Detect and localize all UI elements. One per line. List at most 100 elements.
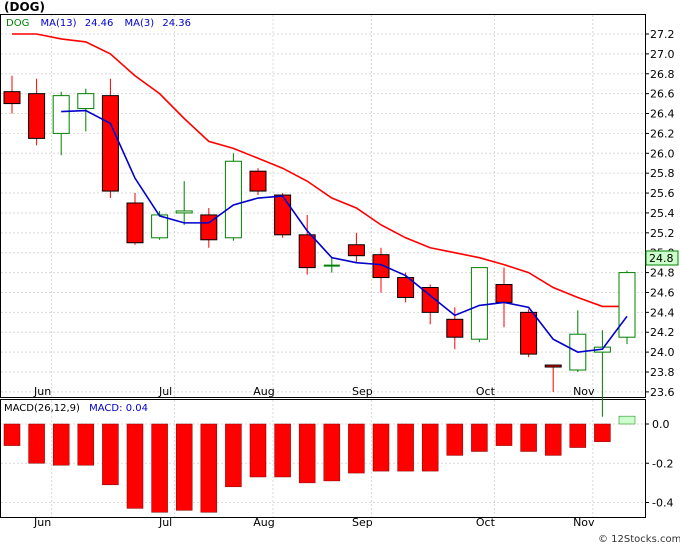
macd-month-label: Sep [352, 516, 373, 529]
macd-tick-label: -0.2 [652, 457, 673, 470]
price-tick-label: 24.6 [650, 286, 675, 299]
candle-body [274, 194, 292, 236]
candle-body [618, 272, 636, 338]
macd-month-label: Oct [476, 516, 496, 529]
macd-bar [274, 423, 291, 478]
candle-body [151, 214, 169, 239]
price-month-label: Oct [476, 385, 496, 398]
macd-bar [520, 423, 537, 452]
price-tick-label: 24.0 [650, 346, 675, 359]
macd-bar [298, 423, 316, 484]
price-tick-label: 24.8 [650, 267, 675, 280]
candle-body [3, 91, 21, 105]
candle-body [77, 93, 95, 110]
candle-body [224, 160, 242, 239]
macd-tick-label: -0.4 [652, 497, 673, 510]
legend-ticker: DOG [6, 18, 29, 29]
macd-bar [569, 423, 587, 448]
watermark: © 12Stocks.com [598, 534, 680, 545]
macd-bar [323, 423, 341, 482]
macd-bar [3, 423, 21, 446]
macd-bar [151, 423, 168, 513]
last-price-tag-box [645, 250, 679, 266]
candle-body [421, 287, 439, 313]
macd-bar [126, 423, 144, 509]
price-tick-label: 26.0 [650, 147, 675, 160]
legend-ma3-label: MA(3) [125, 18, 155, 29]
legend-ma13-label: MA(13) [41, 18, 77, 29]
price-tick-label: 24.4 [650, 306, 675, 319]
candle-body [520, 311, 538, 355]
price-tick-label: 27.2 [650, 28, 675, 41]
candle-body [397, 277, 415, 298]
price-panel-frame [0, 14, 646, 398]
macd-month-label: Jul [158, 516, 172, 529]
ma13-line [12, 33, 627, 308]
price-tick-label: 24.2 [650, 326, 675, 339]
grid-lines [1, 15, 645, 517]
candle-body [175, 210, 193, 214]
price-tick-label: 26.6 [650, 88, 675, 101]
candle-body [446, 318, 464, 338]
candle-body [544, 364, 562, 368]
price-tick-label: 25.2 [650, 227, 675, 240]
macd-bar [102, 423, 119, 486]
candle-body [28, 93, 46, 139]
price-tick-label: 25.4 [650, 207, 675, 220]
price-tick-label: 23.8 [650, 366, 675, 379]
macd-bar [175, 423, 193, 511]
price-tick-label: 26.4 [650, 108, 675, 121]
macd-bars-layer [3, 415, 636, 513]
candle-body [52, 95, 70, 134]
price-month-label: Jun [33, 385, 51, 398]
candle-body [470, 267, 488, 340]
price-legend: DOG MA(13) 24.46 MA(3) 24.36 [6, 18, 191, 29]
macd-month-label: Nov [573, 516, 595, 529]
price-tick-label: 25.8 [650, 167, 675, 180]
candle-body [200, 214, 218, 241]
macd-legend-value: 0.04 [126, 403, 148, 414]
macd-bar [225, 423, 242, 488]
macd-bar [372, 423, 390, 472]
ma3-line [61, 109, 628, 353]
candle-body [298, 234, 316, 269]
macd-bar [77, 423, 95, 466]
macd-tick-label: 0.0 [652, 418, 670, 431]
price-month-label: Sep [352, 385, 373, 398]
ma13-layer [12, 33, 627, 308]
macd-bar [52, 423, 70, 466]
price-tick-label: 26.8 [650, 68, 675, 81]
candles-layer [3, 75, 636, 417]
price-tick-label: 23.6 [650, 386, 675, 399]
macd-bar [495, 423, 513, 446]
macd-bar [249, 423, 267, 478]
macd-legend-label: MACD(26,12,9) [4, 403, 80, 414]
legend-ma13-value: 24.46 [85, 18, 114, 29]
price-month-label: Jul [158, 385, 172, 398]
macd-bar [594, 423, 611, 442]
chart-title: (DOG) [4, 0, 45, 14]
candle-body [249, 170, 267, 192]
price-tick-label: 25.6 [650, 187, 675, 200]
macd-bar [618, 415, 636, 425]
macd-panel-frame [0, 399, 646, 518]
macd-bar [397, 423, 414, 472]
macd-bar [200, 423, 218, 513]
candle-body [495, 284, 513, 303]
macd-bar [348, 423, 365, 474]
price-tick-label: 26.2 [650, 127, 675, 140]
macd-bar [421, 423, 439, 472]
macd-month-label: Aug [253, 516, 274, 529]
candle-body [372, 254, 390, 279]
price-month-label: Nov [573, 385, 595, 398]
price-month-label: Aug [253, 385, 274, 398]
macd-bar [446, 423, 464, 456]
candle-body [101, 95, 119, 192]
macd-bar [471, 423, 488, 452]
ma3-layer [61, 109, 628, 353]
macd-legend-value-label: MACD: [89, 403, 122, 414]
macd-legend: MACD(26,12,9) MACD: 0.04 [4, 403, 148, 414]
axis-labels: 23.623.824.024.224.424.624.825.025.225.4… [33, 28, 674, 529]
legend-ma3-value: 24.36 [162, 18, 191, 29]
